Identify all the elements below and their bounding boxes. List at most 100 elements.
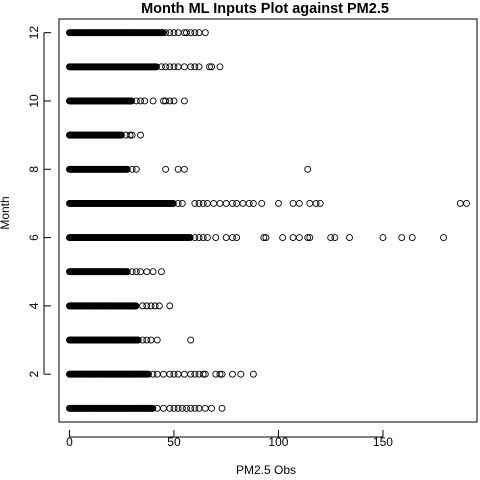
data-point [128,165,136,173]
data-point [153,370,161,378]
data-point [128,268,136,276]
data-point [137,131,144,139]
data-point [178,404,186,412]
data-point [128,97,136,105]
y-tick-label: 4 [27,302,41,309]
data-point [174,63,182,71]
data-point [195,63,203,71]
data-point [191,404,199,412]
data-point [151,302,159,310]
data-point [170,404,178,412]
x-axis-label: PM2.5 Obs [236,463,296,477]
data-point [157,63,165,71]
data-point [229,370,236,378]
data-point [132,302,140,310]
data-point [191,370,199,378]
data-point [289,234,297,242]
data-point [170,370,178,378]
data-point [178,199,186,207]
data-point [191,199,199,207]
data-point [123,165,131,173]
data-point [128,131,136,139]
data-point [279,234,287,242]
data-point [174,404,182,412]
x-tick-label: 50 [167,435,181,449]
data-point [216,370,224,378]
data-point [166,302,174,310]
data-point [180,97,188,105]
data-point [137,97,144,105]
data-point [312,199,320,207]
data-point [147,302,155,310]
data-point [187,336,195,344]
data-point [162,29,170,37]
data-point [379,234,387,242]
data-point [245,199,253,207]
data-point [153,63,160,71]
data-point [139,336,147,344]
y-tick-label: 12 [27,26,41,40]
data-point [216,63,224,71]
data-point [160,370,167,378]
plot-frame [58,18,478,423]
data-point [166,97,174,105]
data-point [295,199,303,207]
data-point [143,302,151,310]
data-point [398,234,406,242]
data-point [289,199,297,207]
data-point [206,63,213,71]
x-axis: 0 50 100 150 [66,430,393,449]
data-point [201,404,209,412]
data-point [132,268,140,276]
data-point [174,199,182,207]
data-point [155,302,163,310]
data-point [166,370,174,378]
data-points [65,29,470,412]
data-point [249,199,257,207]
data-point [137,268,144,276]
y-tick-label: 2 [27,371,41,378]
data-point [229,199,236,207]
data-point [187,63,195,71]
data-point [346,234,353,242]
data-point [174,165,182,173]
data-point [160,404,167,412]
data-point [149,404,157,412]
data-point [139,302,147,310]
data-point [327,234,335,242]
data-point [183,404,190,412]
data-point [218,404,226,412]
data-point [233,234,241,242]
data-point [212,234,220,242]
data-point [191,63,199,71]
y-axis: 2 4 6 8 10 12 [27,26,51,378]
x-tick-label: 0 [66,435,73,449]
data-point [170,97,178,105]
data-point [143,336,151,344]
data-point [180,63,188,71]
data-point [183,29,190,37]
data-point [201,29,209,37]
data-point [166,63,174,71]
x-tick-label: 100 [268,435,288,449]
y-tick-label: 8 [27,166,41,173]
data-point [187,29,195,37]
data-point [258,199,266,207]
data-point [159,29,167,37]
data-point [306,234,314,242]
data-point [126,131,134,139]
data-point [331,234,339,242]
data-point [222,234,230,242]
data-point [162,165,170,173]
data-point [208,63,216,71]
data-point [186,234,194,242]
data-point [456,199,464,207]
data-point [275,199,282,207]
data-point [191,234,199,242]
data-point [304,165,312,173]
data-point [195,404,203,412]
chart-title: Month ML Inputs Plot against PM2.5 [141,1,389,17]
data-point [203,234,211,242]
data-point [149,268,157,276]
data-point [187,404,195,412]
